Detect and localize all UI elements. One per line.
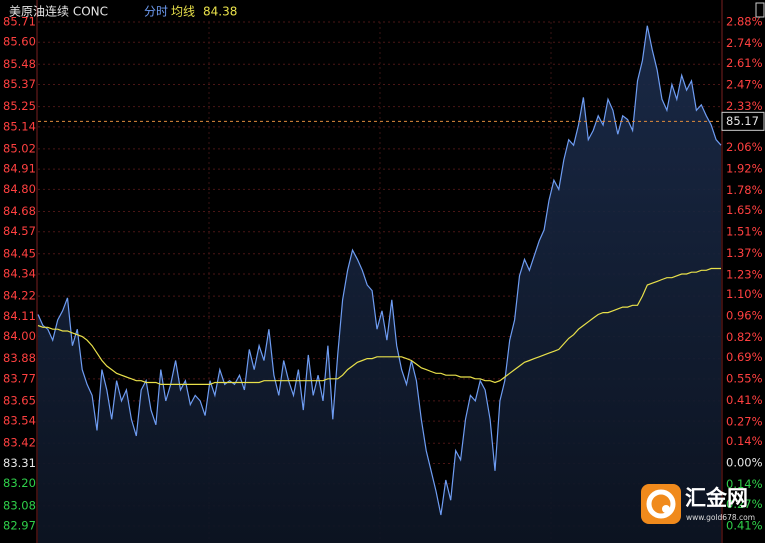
y-tick-label: 85.02 — [3, 141, 36, 155]
y-tick-label: 82.97 — [3, 519, 36, 533]
y2-tick-label: 1.37% — [726, 246, 763, 260]
y2-tick-label: 1.51% — [726, 224, 763, 238]
y-tick-label: 84.00 — [3, 329, 36, 343]
logo-ring — [646, 489, 676, 519]
legend-price: 分时 — [144, 5, 168, 19]
y2-tick-label: 0.41% — [726, 519, 763, 533]
y-tick-label: 83.42 — [3, 436, 36, 450]
y-tick-label: 83.20 — [3, 476, 36, 490]
y-tick-label: 83.54 — [3, 414, 36, 428]
average-value: 84.38 — [203, 5, 237, 19]
y2-tick-label: 0.14% — [726, 434, 763, 448]
y-tick-label: 85.60 — [3, 35, 36, 49]
y-tick-label: 85.48 — [3, 57, 36, 71]
y2-tick-label: 0.82% — [726, 330, 763, 344]
y-tick-label: 85.71 — [3, 15, 36, 29]
y2-tick-label: 0.14% — [726, 477, 763, 491]
y-tick-label: 83.31 — [3, 456, 36, 470]
logo-dot — [662, 505, 670, 513]
y-tick-label: 84.80 — [3, 182, 36, 196]
y2-tick-label: 0.96% — [726, 309, 763, 323]
y2-tick-label: 1.65% — [726, 203, 763, 217]
y-tick-label: 83.88 — [3, 351, 36, 365]
last-price-box — [721, 111, 765, 131]
corner-icon — [755, 2, 765, 18]
logo-url: www.gold678.com — [686, 513, 755, 522]
watermark: 汇金网 www.gold678.com — [641, 484, 755, 524]
y-tick-label: 84.68 — [3, 204, 36, 218]
y2-tick-label: 1.78% — [726, 183, 763, 197]
price-line — [37, 25, 722, 516]
y2-tick-label: 0.41% — [726, 393, 763, 407]
y-tick-label: 85.37 — [3, 77, 36, 91]
y2-tick-label: 0.69% — [726, 350, 763, 364]
y-tick-label: 84.45 — [3, 246, 36, 260]
legend-average: 均线 — [171, 5, 195, 19]
logo-name: 汇金网 — [685, 486, 748, 510]
average-line — [37, 267, 721, 385]
y2-tick-label: 0.27% — [726, 414, 763, 428]
y2-tick-label: 2.06% — [726, 140, 763, 154]
y2-tick-label: 2.61% — [726, 56, 763, 70]
y2-tick-label: 1.92% — [726, 162, 763, 176]
axis-labels: 85.71 85.60 85.48 85.37 85.25 85.14 85.02 84.91… — [3, 15, 765, 533]
y-tick-label: 84.34 — [3, 267, 36, 281]
y-tick-label: 83.77 — [3, 371, 36, 385]
y-tick-label: 85.14 — [3, 119, 36, 133]
y-tick-label: 85.25 — [3, 99, 36, 113]
y2-tick-label: 0.00% — [726, 456, 763, 470]
last-price-label: 85.17 — [726, 114, 759, 128]
y2-tick-label: 1.23% — [726, 267, 763, 281]
y2-tick-label: 2.88% — [726, 15, 763, 29]
y-tick-label: 83.65 — [3, 393, 36, 407]
y-tick-label: 84.11 — [3, 309, 36, 323]
y-tick-label: 84.91 — [3, 162, 36, 176]
y2-tick-label: 2.47% — [726, 77, 763, 91]
chart-title: 美原油连续 CONC — [9, 4, 108, 19]
y2-tick-label: 1.10% — [726, 287, 763, 301]
y-tick-label: 84.57 — [3, 224, 36, 238]
price-area — [38, 25, 721, 543]
y2-tick-label: 0.55% — [726, 371, 763, 385]
y-tick-label: 84.22 — [3, 289, 36, 303]
y2-tick-label: 2.33% — [726, 99, 763, 113]
y2-tick-label: 0.27% — [726, 497, 763, 511]
y2-tick-label: 2.74% — [726, 36, 763, 50]
plot — [37, 25, 722, 543]
y-tick-label: 83.08 — [3, 498, 36, 512]
